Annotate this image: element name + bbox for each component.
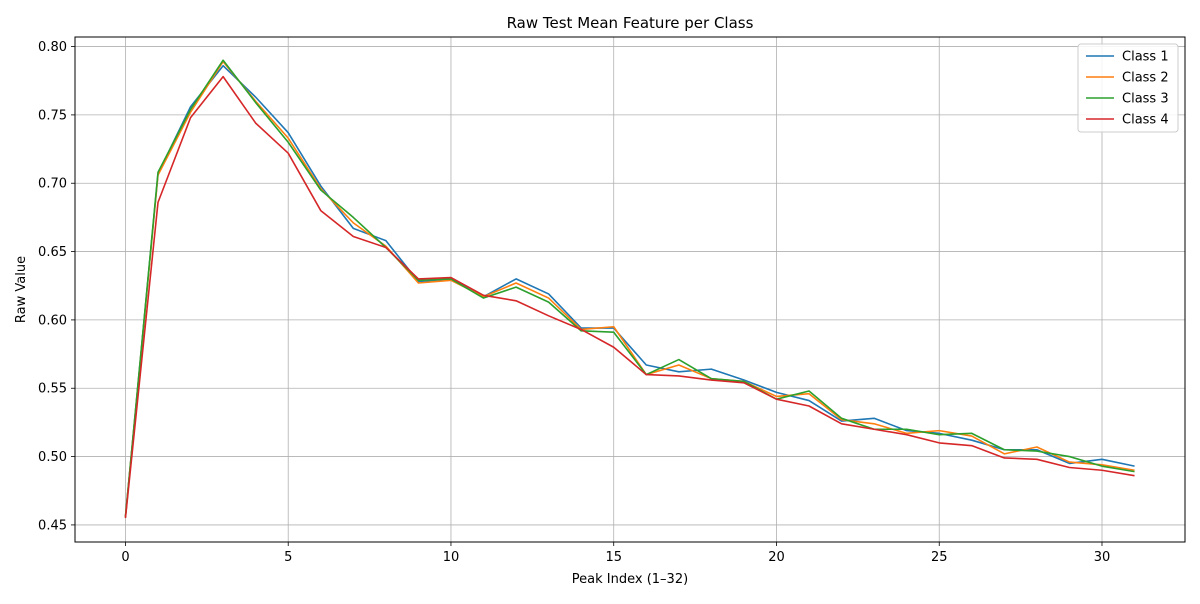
plot-frame: [74, 36, 1186, 543]
series-line-class-2: [124, 60, 1135, 517]
grid-lines: [75, 37, 1185, 542]
y-tick-label: 0.65: [38, 245, 67, 260]
y-tick-label: 0.50: [38, 450, 67, 465]
x-tick-label: 25: [931, 550, 948, 565]
x-tick-label: 5: [284, 550, 292, 565]
legend-label: Class 2: [1122, 71, 1169, 86]
x-tick-label: 20: [768, 550, 785, 565]
y-tick-label: 0.60: [38, 313, 67, 328]
chart-title: Raw Test Mean Feature per Class: [507, 14, 754, 32]
y-tick-label: 0.75: [38, 108, 67, 123]
y-tick-label: 0.45: [38, 518, 67, 533]
legend-box: [1077, 43, 1179, 133]
series-line-class-4: [124, 75, 1135, 519]
y-tick-label: 0.55: [38, 382, 67, 397]
legend: Class 1 Class 2 Class 3 Class 4: [1077, 43, 1179, 133]
series-lines: [124, 59, 1135, 519]
legend-label: Class 1: [1122, 50, 1169, 65]
series-line-class-3: [124, 59, 1135, 517]
y-tick-label: 0.80: [38, 40, 67, 55]
legend-label: Class 4: [1122, 113, 1169, 128]
axis-ticks: 0 5 10 15 20 25 30 0.45 0.50 0.55 0.60 0.65 0.70 0.75…: [38, 40, 1110, 565]
x-axis-label: Peak Index (1–32): [572, 572, 688, 587]
x-tick-label: 0: [121, 550, 129, 565]
x-tick-label: 15: [605, 550, 622, 565]
x-tick-label: 30: [1094, 550, 1111, 565]
legend-label: Class 3: [1122, 92, 1169, 107]
series-line-class-1: [124, 64, 1135, 517]
x-tick-label: 10: [443, 550, 460, 565]
y-axis-label: Raw Value: [14, 256, 29, 323]
y-tick-label: 0.70: [38, 177, 67, 192]
